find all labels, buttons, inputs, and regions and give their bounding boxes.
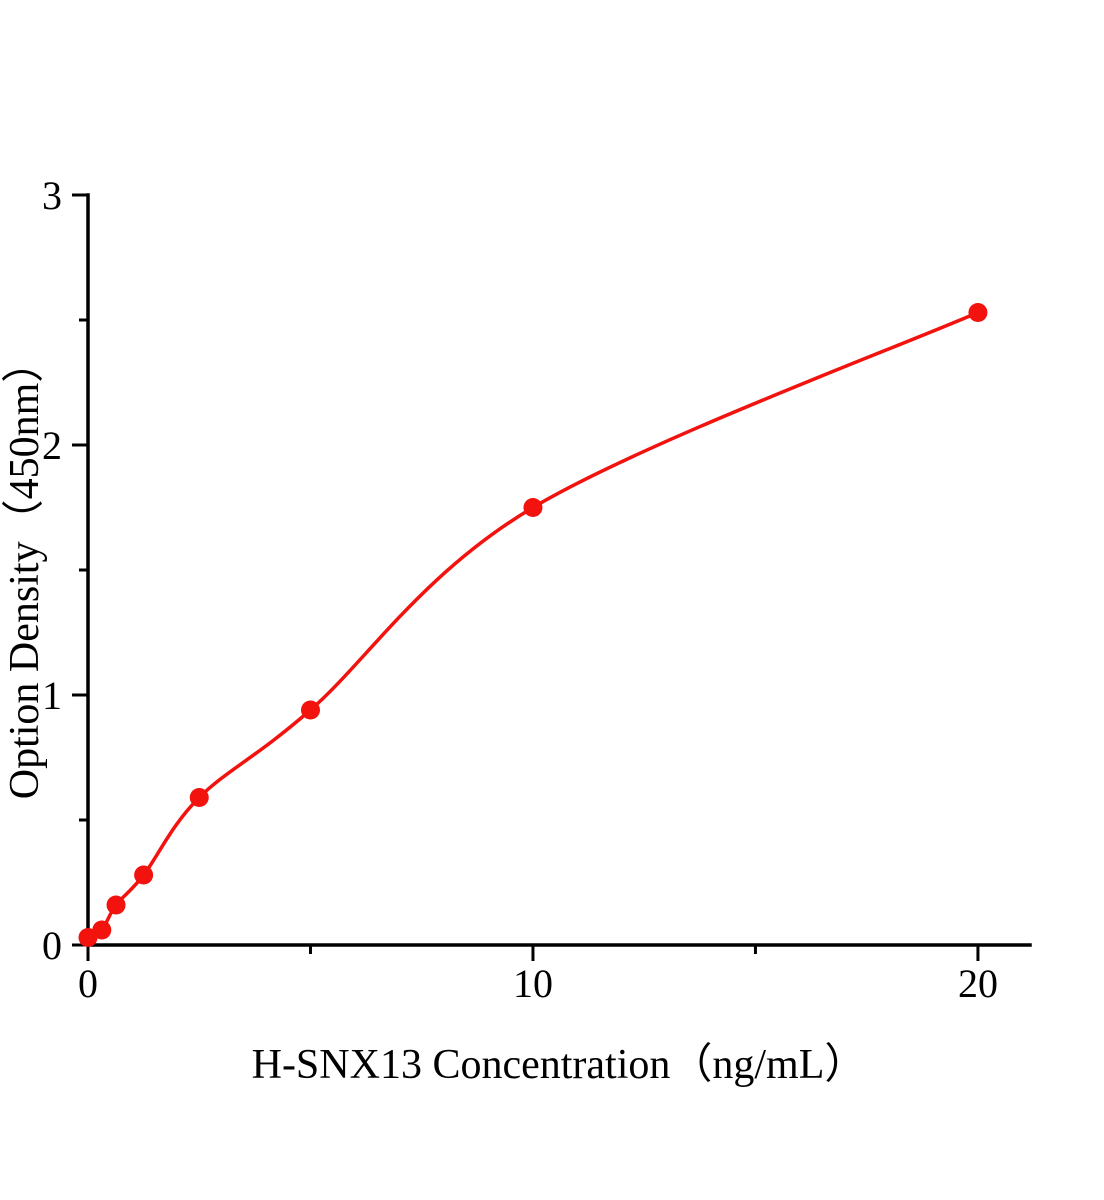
- x-tick-label-10: 10: [513, 961, 553, 1006]
- tick-labels: 0 10 20 0 1 2 3: [42, 173, 998, 1006]
- tick-marks: [72, 193, 980, 961]
- x-tick-label-20: 20: [958, 961, 998, 1006]
- y-tick-label-0: 0: [42, 923, 62, 968]
- data-point: [189, 788, 209, 807]
- y-tick-label-1: 1: [42, 673, 62, 718]
- data-point: [106, 895, 126, 915]
- data-point: [523, 498, 543, 517]
- y-tick-label-2: 2: [42, 423, 62, 468]
- standard-curve-line: [86, 310, 980, 940]
- x-tick-label-0: 0: [78, 961, 98, 1006]
- axes: [86, 193, 1032, 947]
- y-axis-title: Option Density（450nm）: [2, 340, 48, 800]
- y-tick-label-3: 3: [42, 173, 62, 218]
- data-point: [92, 920, 112, 940]
- data-point: [968, 303, 988, 322]
- data-point: [134, 865, 154, 885]
- data-points: [78, 303, 988, 947]
- x-axis-title: H-SNX13 Concentration（ng/mL）: [251, 1042, 867, 1088]
- data-point: [300, 700, 320, 720]
